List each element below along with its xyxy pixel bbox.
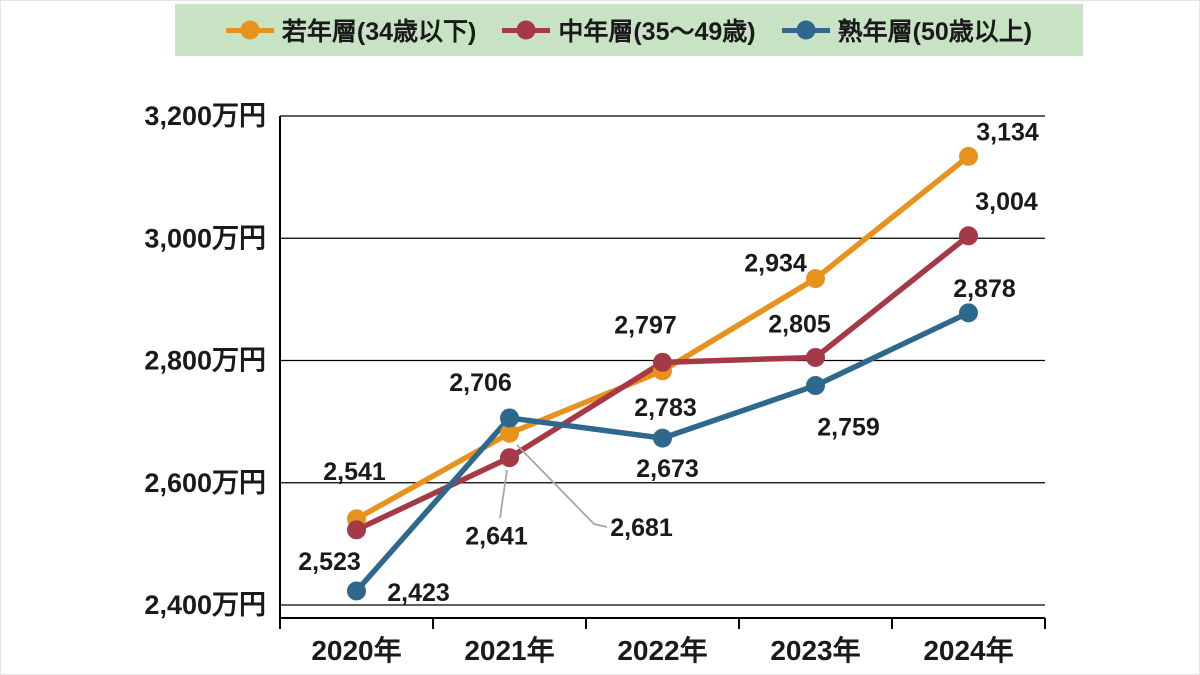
legend-marker-dot-icon — [796, 20, 816, 40]
data-point-s2 — [500, 408, 519, 428]
data-label-s2: 2,759 — [817, 414, 880, 442]
data-point-s1 — [653, 352, 672, 372]
chart-legend: 若年層(34歳以下) 中年層(35〜49歳) 熟年層(50歳以上) — [175, 4, 1083, 56]
data-label-s1: 2,805 — [768, 310, 831, 338]
legend-marker-line-icon — [225, 20, 274, 40]
data-label-s1: 2,641 — [465, 523, 528, 551]
legend-marker-dot-icon — [516, 20, 536, 40]
data-point-s2 — [959, 303, 978, 323]
data-point-s1 — [959, 226, 978, 246]
y-axis-label: 2,600万円 — [144, 468, 266, 498]
y-axis-label: 3,200万円 — [144, 101, 266, 131]
x-axis-label: 2021年 — [464, 634, 554, 666]
data-label-s1: 2,523 — [298, 548, 361, 576]
legend-label-young: 若年層(34歳以下) — [281, 18, 477, 46]
legend-label-middle: 中年層(35〜49歳) — [558, 18, 756, 46]
y-axis-label: 2,800万円 — [144, 346, 266, 376]
label-callout-line — [499, 469, 508, 519]
data-label-s2: 2,673 — [636, 455, 699, 483]
legend-label-senior: 熟年層(50歳以上) — [837, 18, 1033, 46]
data-label-s0: 2,783 — [634, 394, 697, 422]
data-point-s2 — [806, 376, 825, 396]
legend-item-middle: 中年層(35〜49歳) — [502, 12, 756, 48]
data-point-s0 — [500, 423, 519, 443]
data-label-s2: 2,423 — [387, 579, 450, 607]
x-axis-label: 2024年 — [923, 634, 1013, 666]
data-label-s0: 2,541 — [323, 458, 386, 486]
legend-item-young: 若年層(34歳以下) — [225, 12, 477, 48]
data-label-s1: 3,004 — [975, 188, 1038, 216]
data-point-s2 — [347, 581, 366, 601]
x-axis-label: 2020年 — [311, 634, 401, 666]
data-point-s1 — [347, 520, 366, 540]
legend-item-senior: 熟年層(50歳以上) — [781, 12, 1033, 48]
x-axis-label: 2023年 — [770, 634, 860, 666]
data-label-s1: 2,797 — [614, 311, 677, 339]
data-label-s2: 2,878 — [953, 275, 1016, 303]
legend-marker-line-icon — [502, 20, 551, 40]
data-point-s2 — [653, 428, 672, 448]
data-point-s1 — [806, 347, 825, 367]
legend-marker-line-icon — [781, 20, 830, 40]
data-label-s2: 2,706 — [449, 369, 512, 397]
y-axis-label: 3,000万円 — [144, 223, 266, 253]
data-point-s0 — [806, 269, 825, 289]
y-axis-label: 2,400万円 — [144, 590, 266, 620]
data-point-s1 — [500, 448, 519, 468]
data-label-s0: 2,681 — [610, 514, 673, 542]
legend-marker-dot-icon — [240, 20, 260, 40]
x-axis-label: 2022年 — [617, 634, 707, 666]
data-label-s0: 3,134 — [976, 118, 1039, 146]
data-label-s0: 2,934 — [744, 250, 807, 278]
label-callout-line — [516, 444, 608, 528]
data-point-s0 — [959, 146, 978, 166]
